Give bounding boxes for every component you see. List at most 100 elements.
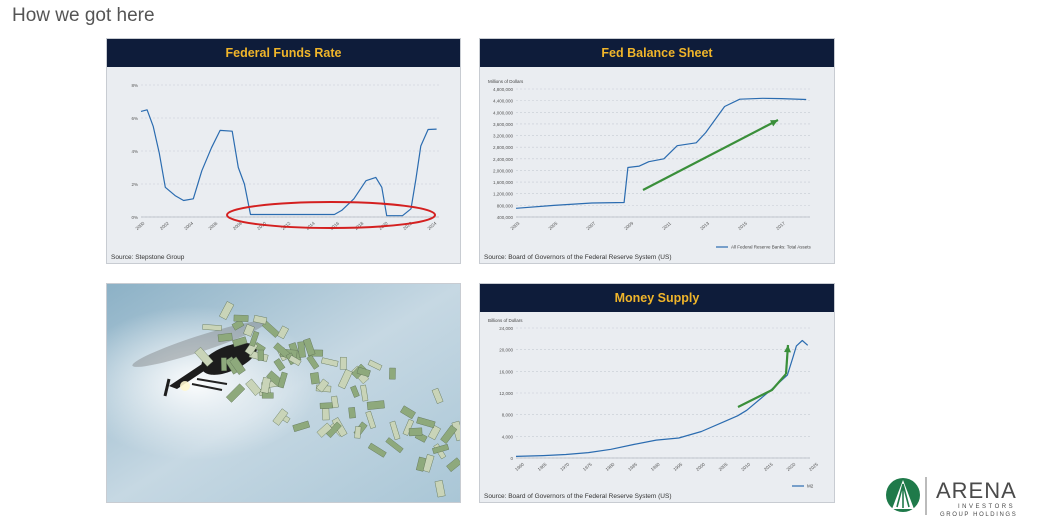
x-tick-label: 1975 — [582, 461, 593, 472]
y-tick-label: 1,600,000 — [493, 180, 514, 185]
fed-funds-panel: Federal Funds Rate 0% 2% 4% 6% 8% 2000 2002 200… — [106, 38, 461, 264]
money-bill — [389, 367, 396, 380]
money-supply-panel: Money Supply 0 4,000 8,000 12,000 16,000 20,0… — [479, 283, 835, 503]
money-bill — [221, 357, 227, 371]
x-tick-label: 2013 — [699, 220, 710, 231]
falling-money-bills — [194, 301, 460, 498]
money-bill — [272, 408, 289, 426]
x-tick-label: 2000 — [135, 220, 146, 231]
unit-label: Billions of Dollars — [488, 318, 523, 323]
x-tick-label: 1960 — [514, 461, 525, 472]
money-bill — [217, 332, 233, 342]
money-bill — [337, 368, 353, 390]
y-tick-label: 2,000,000 — [493, 168, 514, 173]
arena-logo-line1: INVESTORS — [958, 504, 1015, 510]
x-tick-label: 2000 — [695, 461, 706, 472]
money-bill — [348, 407, 356, 419]
x-tick-label: 1965 — [537, 461, 548, 472]
money-bill — [446, 457, 460, 473]
money-bill — [288, 354, 302, 366]
y-tick-label: 3,200,000 — [493, 134, 514, 139]
money-bill — [408, 427, 423, 437]
y-tick-label: 2,800,000 — [493, 145, 514, 150]
balance-sheet-title: Fed Balance Sheet — [480, 39, 834, 67]
x-tick-label: 2020 — [786, 461, 797, 472]
x-tick-label: 2005 — [718, 461, 729, 472]
y-tick-label: 24,000 — [499, 326, 513, 331]
y-tick-label: 3,600,000 — [493, 122, 514, 127]
money-bill — [367, 442, 387, 458]
money-bill — [194, 346, 214, 367]
x-tick-label: 1980 — [605, 461, 616, 472]
x-tick-label: 2008 — [232, 220, 243, 231]
money-bill — [432, 443, 450, 454]
fed-funds-title: Federal Funds Rate — [107, 39, 460, 67]
y-tick-label: 12,000 — [499, 391, 513, 396]
slide-title: How we got here — [12, 5, 155, 26]
x-tick-label: 2015 — [763, 461, 774, 472]
money-bill — [249, 330, 260, 347]
money-bill — [330, 395, 339, 409]
balance-sheet-panel: Fed Balance Sheet 400,000 800,000 1,200,00… — [479, 38, 835, 264]
money-bill — [356, 366, 371, 378]
arena-logo-line2: GROUP HOLDINGS — [940, 512, 1017, 518]
y-tick-label: 2,400,000 — [493, 157, 514, 162]
money-bill — [389, 420, 401, 441]
money-bill — [321, 357, 339, 367]
x-tick-label: 1970 — [559, 461, 570, 472]
money-bill — [229, 356, 246, 375]
arena-logo: ARENA INVESTORS GROUP HOLDINGS — [884, 471, 1034, 519]
y-tick-label: 4,800,000 — [493, 87, 514, 92]
fed-funds-source: Source: Stepstone Group — [111, 254, 185, 261]
series-line — [515, 97, 807, 209]
legend-label: All Federal Reserve Banks: Total Assets — [731, 245, 811, 250]
helicopter-money-illustration — [107, 284, 460, 502]
money-supply-source: Source: Board of Governors of the Federa… — [484, 493, 672, 500]
money-bill — [339, 356, 347, 370]
x-tick-label: 2012 — [281, 220, 292, 231]
money-bill — [416, 416, 436, 429]
money-bill — [257, 349, 264, 361]
fed-funds-chart: 0%2%4%6%8%2000 2002 2004 2006 2008 2010 2012 20… — [131, 83, 439, 231]
money-bill — [253, 315, 268, 325]
money-bill — [354, 426, 362, 439]
red-highlight-circle — [226, 201, 436, 229]
x-tick-label: 2002 — [159, 220, 170, 231]
money-bill — [233, 314, 249, 322]
x-tick-label: 2011 — [661, 221, 672, 231]
series-line — [515, 339, 809, 457]
x-tick-label: 1985 — [627, 461, 638, 472]
x-tick-label: 2017 — [775, 220, 786, 231]
x-tick-label: 2015 — [737, 220, 748, 231]
x-tick-label: 2007 — [585, 220, 596, 231]
money-bill — [243, 323, 255, 337]
money-bill — [260, 377, 272, 394]
series-line — [140, 109, 437, 217]
money-bill — [415, 456, 427, 472]
y-tick-label: 4,000,000 — [493, 110, 514, 115]
balance-sheet-source: Source: Board of Governors of the Federa… — [484, 254, 672, 261]
x-tick-label: 2005 — [548, 220, 559, 231]
money-bill — [297, 341, 306, 358]
helicopter-money-picture — [106, 283, 461, 503]
x-tick-label: 2006 — [208, 220, 219, 231]
money-bill — [316, 378, 330, 393]
money-supply-chart: 0 4,000 8,000 12,000 16,000 20,000 24,000 1960 1… — [488, 318, 819, 489]
money-bill — [309, 372, 320, 385]
y-tick-label: 400,000 — [497, 215, 514, 220]
money-bill — [350, 385, 360, 398]
legend-label: M2 — [807, 484, 814, 489]
x-tick-label: 2018 — [354, 220, 365, 231]
money-bill — [360, 384, 369, 402]
money-bill — [367, 359, 383, 371]
money-bill — [202, 324, 222, 331]
money-supply-title: Money Supply — [480, 284, 834, 312]
y-tick-label: 4% — [131, 149, 138, 154]
money-bill — [385, 437, 404, 454]
x-tick-label: 2025 — [808, 461, 819, 472]
y-tick-label: 0 — [510, 456, 513, 461]
green-growth-arrow-tip-head — [784, 345, 791, 353]
y-tick-label: 0% — [131, 215, 138, 220]
balance-sheet-chart: 400,000 800,000 1,200,000 1,600,000 2,000,00… — [488, 79, 811, 250]
y-tick-label: 20,000 — [499, 348, 513, 353]
